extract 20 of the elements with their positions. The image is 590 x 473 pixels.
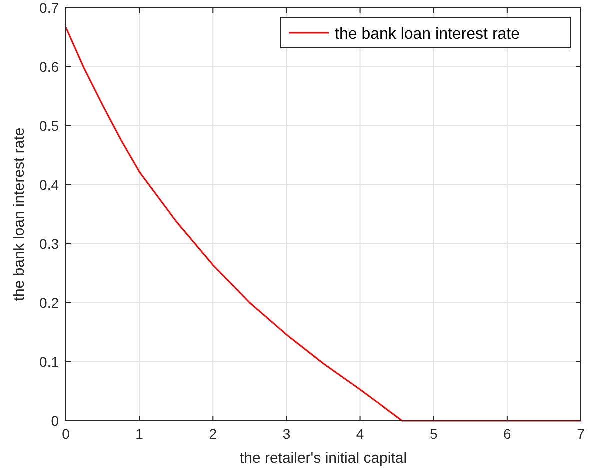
y-tick-label: 0.1 [40, 354, 60, 370]
x-axis-title: the retailer's initial capital [240, 450, 408, 467]
y-tick-label: 0.5 [40, 118, 60, 134]
y-axis-title: the bank loan interest rate [11, 128, 28, 302]
y-tick-label: 0 [51, 413, 60, 429]
y-tick-label: 0.6 [40, 59, 60, 75]
x-tick-label: 2 [209, 426, 218, 442]
x-tick-label: 7 [577, 426, 586, 442]
x-tick-label: 4 [356, 426, 364, 442]
y-tick-label: 0.4 [40, 177, 60, 193]
x-tick-label: 6 [504, 426, 512, 442]
x-tick-label: 1 [136, 426, 144, 442]
x-tick-label: 0 [62, 426, 70, 442]
line-series [65, 26, 582, 422]
y-tick-label: 0.7 [40, 0, 60, 16]
x-tick-label: 3 [282, 426, 291, 442]
y-tick-label: 0.3 [40, 236, 60, 252]
legend-label: the bank loan interest rate [335, 26, 520, 43]
y-tick-label: 0.2 [40, 295, 60, 311]
x-tick-label: 5 [430, 426, 438, 442]
